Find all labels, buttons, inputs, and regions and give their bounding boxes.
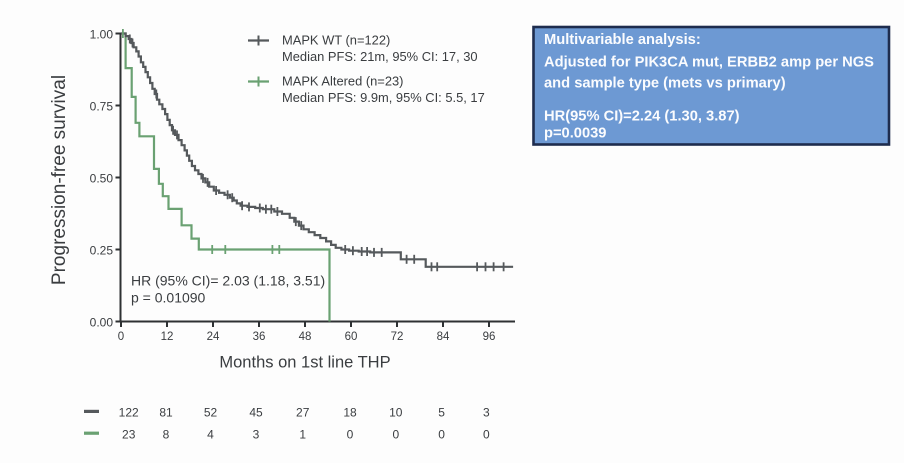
svg-text:60: 60 — [345, 331, 358, 343]
svg-text:Median PFS: 21m, 95% CI: 17, 3: Median PFS: 21m, 95% CI: 17, 30 — [282, 49, 478, 64]
svg-text:36: 36 — [253, 331, 266, 343]
svg-text:Progression-free survival: Progression-free survival — [49, 75, 70, 285]
svg-text:Months on 1st line THP: Months on 1st line THP — [219, 354, 390, 372]
svg-text:122: 122 — [119, 405, 139, 419]
svg-text:0: 0 — [438, 428, 445, 442]
svg-text:0.50: 0.50 — [90, 172, 114, 186]
svg-text:HR(95% CI)=2.24 (1.30, 3.87): HR(95% CI)=2.24 (1.30, 3.87) — [544, 109, 740, 125]
svg-text:Multivariable analysis:: Multivariable analysis: — [544, 32, 701, 48]
svg-text:HR (95% CI)= 2.03 (1.18, 3.51): HR (95% CI)= 2.03 (1.18, 3.51) — [131, 273, 325, 289]
svg-text:Median PFS: 9.9m, 95% CI: 5.5,: Median PFS: 9.9m, 95% CI: 5.5, 17 — [282, 90, 485, 105]
svg-text:0: 0 — [483, 428, 490, 442]
svg-text:p=0.0039: p=0.0039 — [544, 126, 606, 142]
svg-text:4: 4 — [207, 428, 214, 442]
svg-text:10: 10 — [389, 405, 403, 419]
svg-text:24: 24 — [207, 331, 220, 343]
svg-text:0.25: 0.25 — [90, 244, 114, 258]
svg-text:8: 8 — [163, 428, 170, 442]
svg-text:48: 48 — [299, 331, 312, 343]
svg-text:72: 72 — [391, 331, 404, 343]
svg-text:5: 5 — [438, 405, 445, 419]
svg-text:52: 52 — [204, 405, 218, 419]
svg-text:81: 81 — [159, 405, 173, 419]
svg-text:0.00: 0.00 — [90, 316, 114, 330]
svg-text:3: 3 — [483, 405, 490, 419]
svg-text:45: 45 — [249, 405, 263, 419]
svg-text:0: 0 — [118, 331, 124, 343]
svg-text:96: 96 — [483, 331, 496, 343]
svg-text:p = 0.01090: p = 0.01090 — [131, 290, 206, 306]
svg-text:1: 1 — [299, 428, 306, 442]
svg-text:18: 18 — [343, 405, 357, 419]
svg-text:MAPK Altered (n=23): MAPK Altered (n=23) — [282, 74, 403, 89]
svg-text:3: 3 — [253, 428, 260, 442]
svg-text:MAPK WT (n=122): MAPK WT (n=122) — [282, 33, 390, 48]
svg-text:0: 0 — [392, 428, 399, 442]
svg-text:and sample type (mets vs prima: and sample type (mets vs primary) — [544, 76, 786, 92]
svg-text:23: 23 — [122, 428, 136, 442]
svg-text:84: 84 — [437, 331, 450, 343]
svg-text:27: 27 — [296, 405, 310, 419]
svg-text:0.75: 0.75 — [90, 100, 114, 114]
svg-text:Adjusted for PIK3CA mut, ERBB2: Adjusted for PIK3CA mut, ERBB2 amp per N… — [544, 54, 874, 70]
svg-text:0: 0 — [347, 428, 354, 442]
svg-text:1.00: 1.00 — [90, 28, 114, 42]
svg-text:12: 12 — [161, 331, 174, 343]
